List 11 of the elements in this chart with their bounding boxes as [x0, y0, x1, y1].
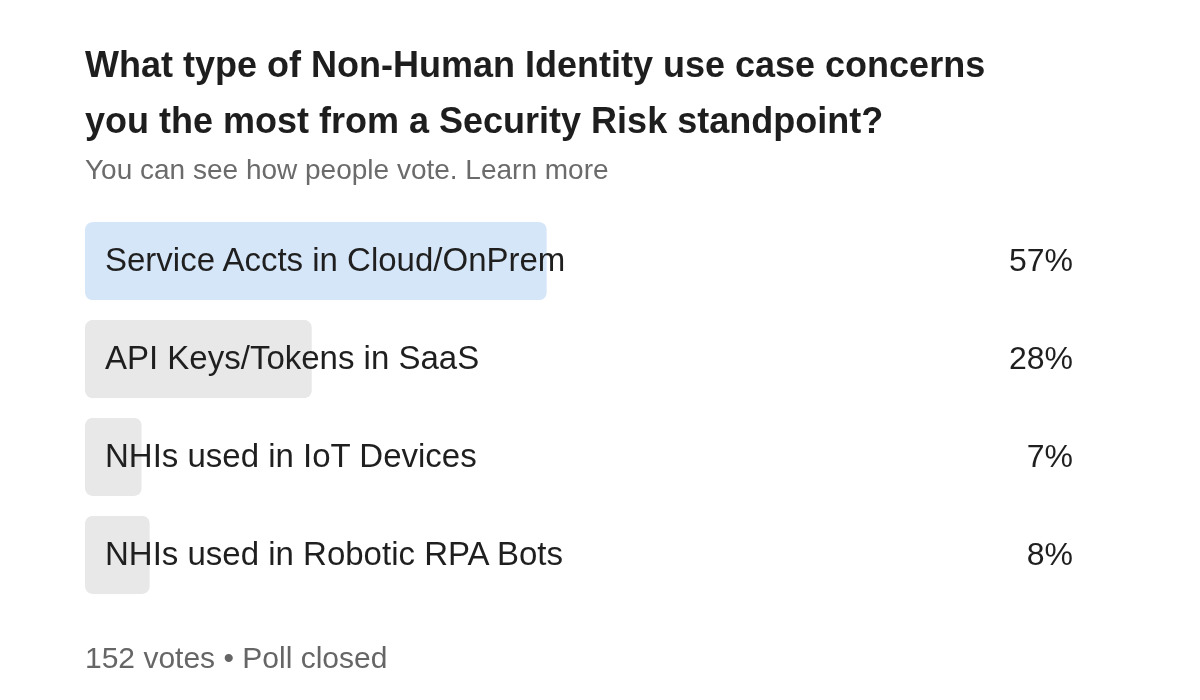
y-tick-label: NHIs used in IoT Devices: [105, 436, 477, 474]
data-label: 8%: [1026, 535, 1073, 572]
data-label: 57%: [1008, 242, 1073, 279]
text: 152 votes • Poll closed: [85, 641, 388, 674]
y-tick-label: API Keys/Tokens in SaaS: [105, 339, 480, 377]
y-tick-label: NHIs used in Robotic RPA Bots: [105, 534, 563, 572]
data-label: 7%: [1026, 437, 1073, 474]
chart-subtitle: You can see how people vote. Learn more: [85, 154, 609, 185]
data-label: 28%: [1008, 340, 1073, 377]
y-tick-label: Service Accts in Cloud/OnPrem: [105, 241, 566, 279]
chart-title: What type of Non-Human Identity use case concerns you the most from a Security Risk standpoint?: [85, 44, 986, 141]
